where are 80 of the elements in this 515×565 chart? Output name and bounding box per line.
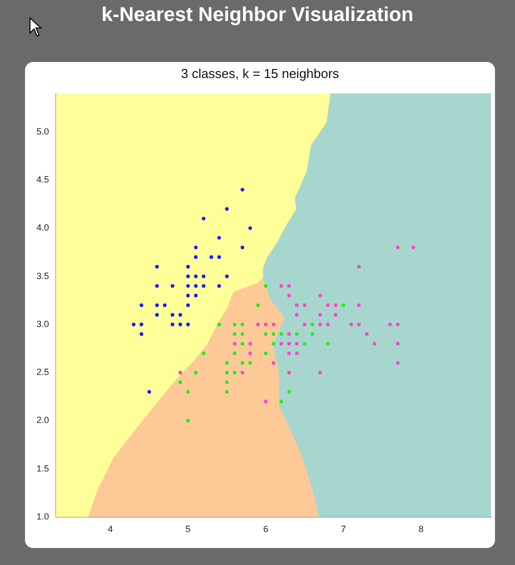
point — [186, 303, 190, 307]
point — [155, 303, 159, 307]
point — [170, 284, 174, 288]
point — [155, 313, 159, 317]
point — [202, 352, 206, 356]
point — [240, 322, 244, 326]
point — [240, 370, 244, 374]
x-tick-label: 6 — [263, 524, 268, 534]
point — [225, 274, 229, 278]
point — [232, 352, 236, 356]
y-tick-label: 5.0 — [36, 126, 49, 136]
point — [132, 322, 136, 326]
y-tick-label: 1.0 — [36, 511, 49, 522]
point — [186, 264, 190, 268]
point — [186, 322, 190, 326]
point — [140, 332, 144, 336]
y-tick-label: 2.5 — [36, 367, 49, 378]
point — [240, 246, 244, 250]
point — [194, 294, 198, 298]
point — [248, 361, 252, 365]
point — [240, 332, 244, 336]
point — [225, 390, 229, 394]
point — [155, 264, 159, 268]
point — [248, 342, 252, 346]
x-tick-label: 8 — [418, 524, 424, 534]
point — [225, 380, 229, 384]
point — [248, 226, 252, 230]
point — [232, 342, 236, 346]
point — [194, 370, 198, 374]
x-tick-label: 7 — [340, 524, 346, 534]
point — [140, 303, 144, 307]
point — [240, 361, 244, 365]
point — [194, 284, 198, 288]
point — [217, 255, 221, 259]
point — [178, 370, 182, 374]
point — [217, 284, 221, 288]
point — [232, 370, 236, 374]
point — [248, 352, 252, 356]
point — [210, 255, 214, 259]
point — [256, 303, 260, 307]
point — [186, 294, 190, 298]
y-tick-label: 4.0 — [36, 222, 49, 233]
x-tick-label: 5 — [186, 524, 191, 534]
point — [194, 274, 198, 278]
point — [256, 322, 260, 326]
point — [170, 313, 174, 317]
point — [178, 322, 182, 326]
point — [186, 390, 190, 394]
point — [140, 322, 144, 326]
point — [202, 216, 206, 220]
y-tick-label: 3.0 — [36, 318, 49, 329]
point — [232, 322, 236, 326]
point — [225, 370, 229, 374]
point — [240, 342, 244, 346]
chart-title: k-Nearest Neighbor Visualization — [100, 4, 414, 27]
y-tick-label: 4.5 — [36, 174, 49, 185]
point — [225, 207, 229, 211]
point — [170, 322, 174, 326]
x-tick-label: 4 — [108, 524, 113, 534]
point — [194, 246, 198, 250]
point — [225, 361, 229, 365]
point — [202, 274, 206, 278]
point — [178, 313, 182, 317]
point — [178, 380, 182, 384]
point — [194, 255, 198, 259]
point — [202, 284, 206, 288]
y-tick-label: 1.5 — [36, 463, 49, 474]
point — [147, 390, 152, 394]
point — [232, 332, 236, 336]
point — [186, 284, 190, 288]
point — [217, 322, 221, 326]
point — [240, 188, 244, 192]
y-tick-label: 2.0 — [36, 415, 49, 426]
chart-subtitle: 3 classes, k = 15 neighbors — [180, 66, 340, 81]
point — [155, 284, 159, 288]
y-tick-label: 3.5 — [36, 270, 49, 281]
point — [217, 236, 221, 240]
point — [186, 274, 190, 278]
point — [162, 303, 167, 307]
point — [186, 418, 190, 423]
